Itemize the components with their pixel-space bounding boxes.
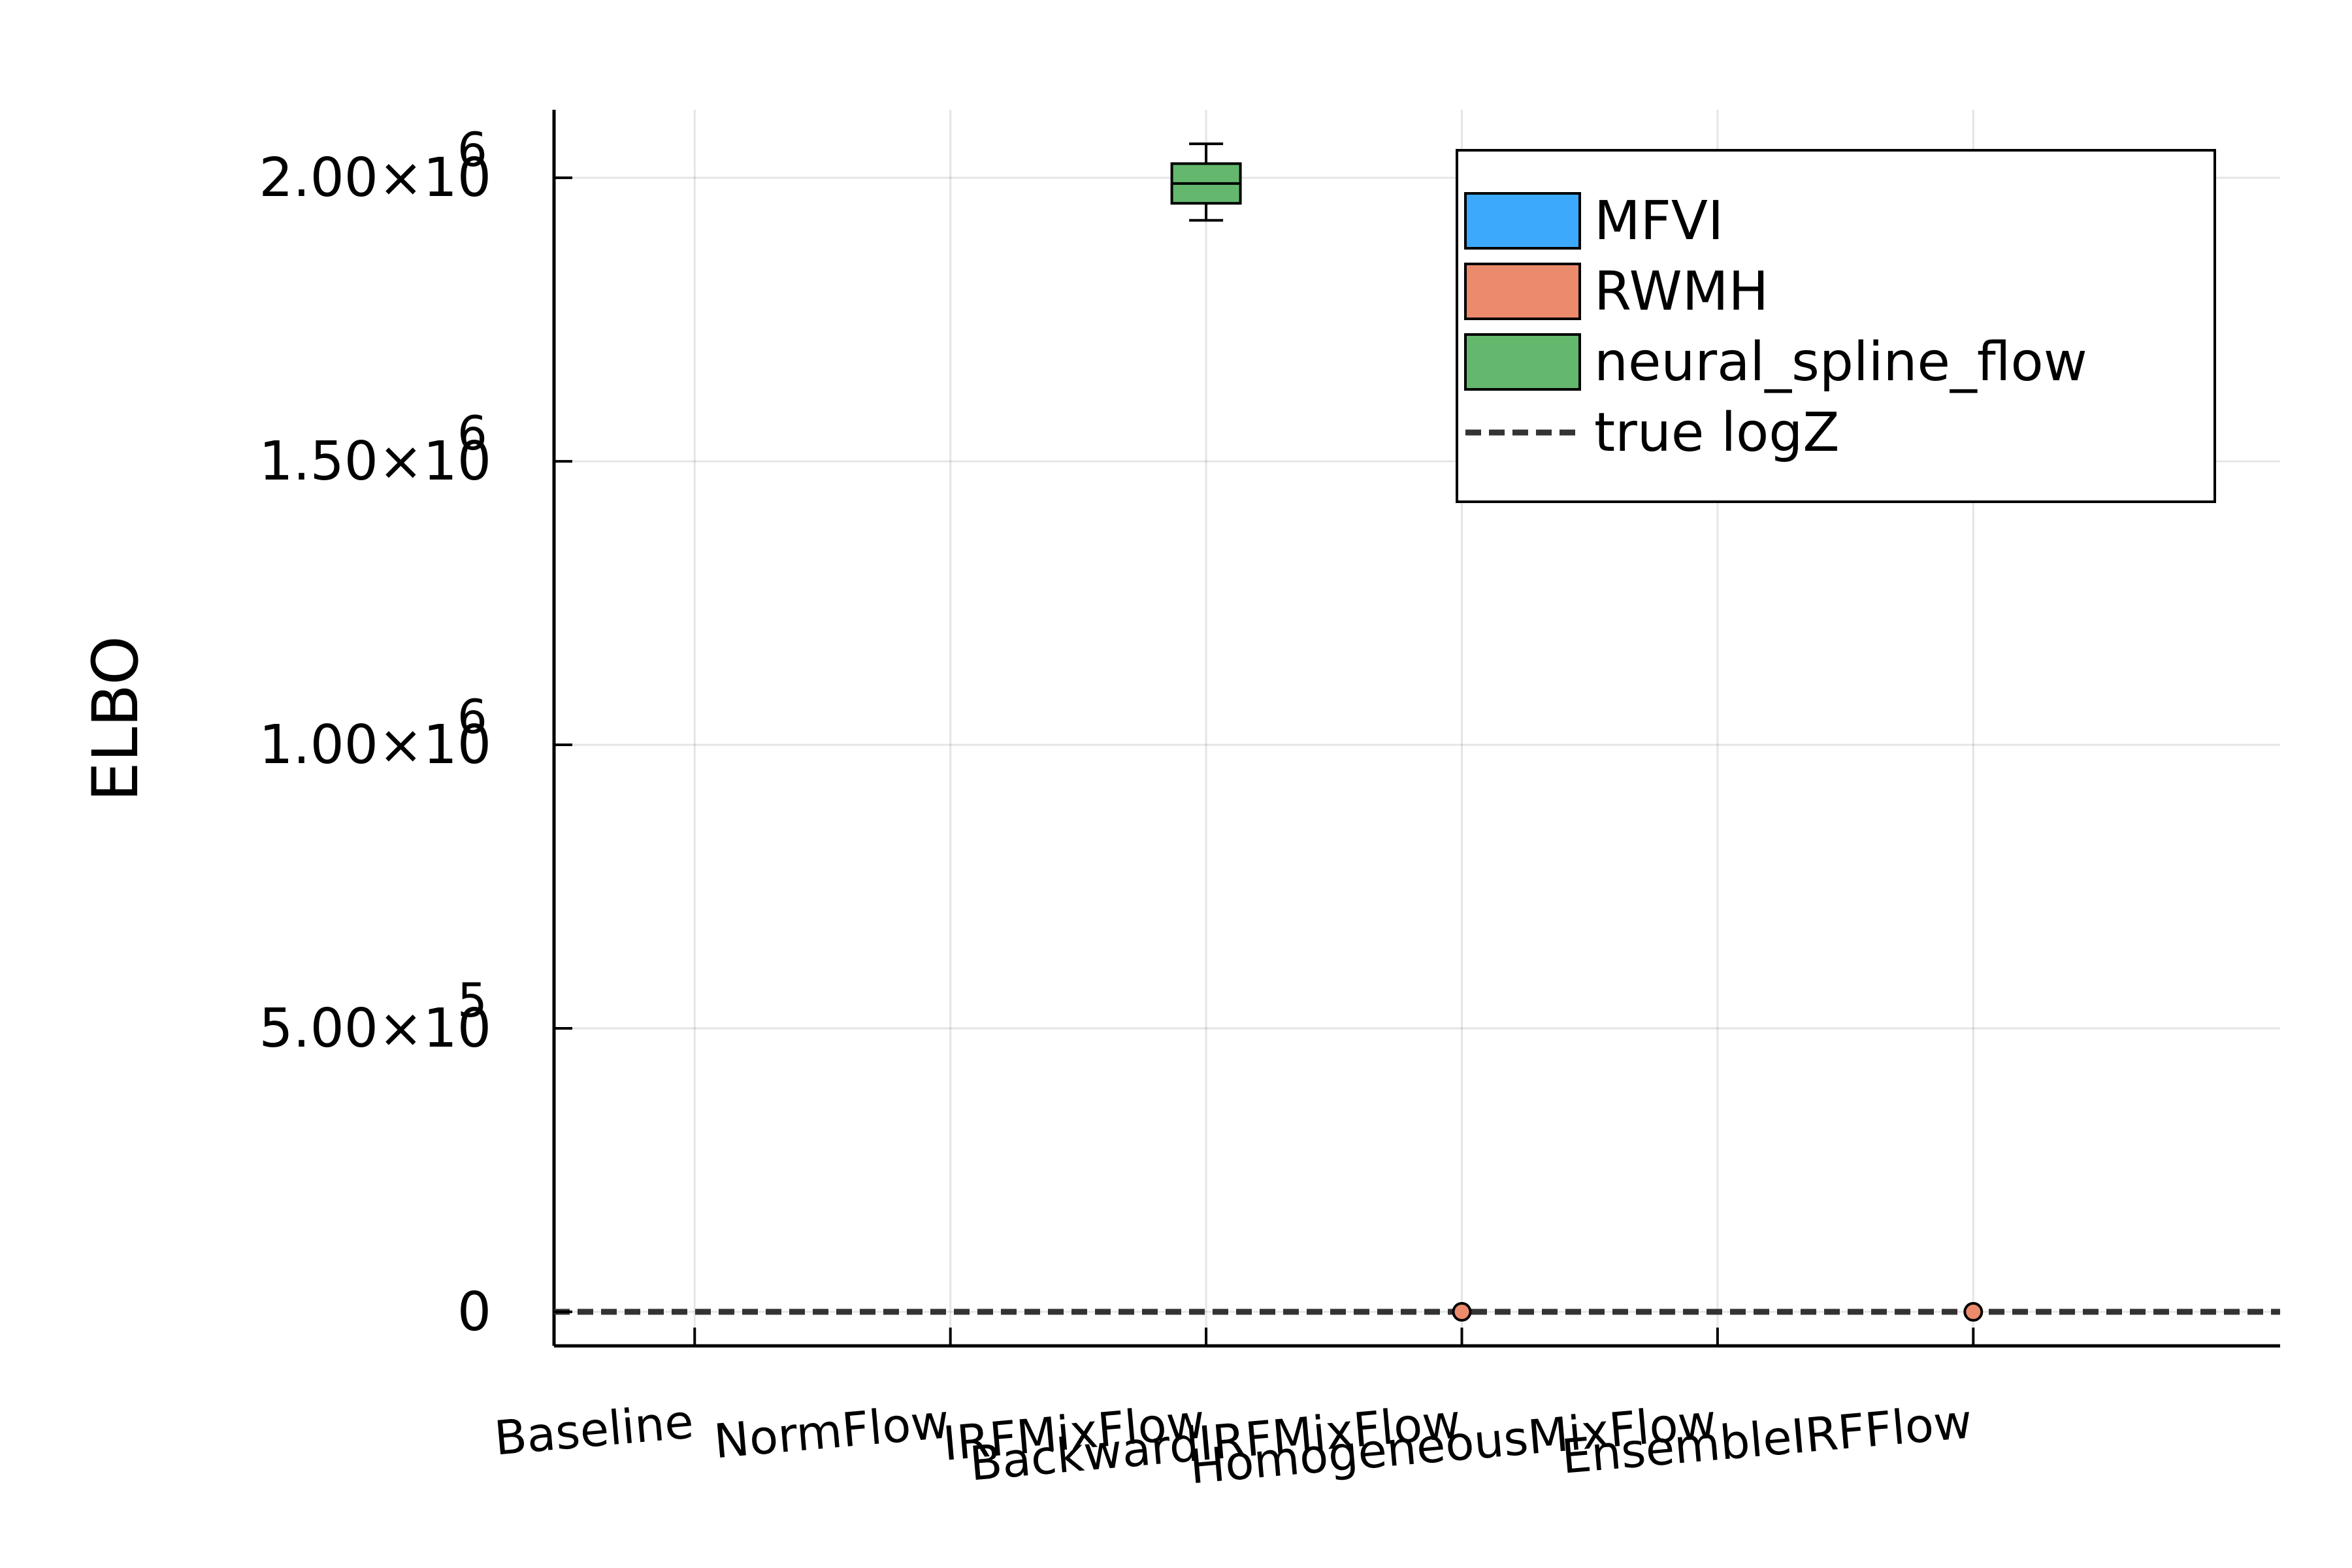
y-tick-exponent: 6 <box>457 122 487 177</box>
y-tick-label: 1.00×10 <box>259 714 491 776</box>
y-tick-exponent: 6 <box>457 689 487 744</box>
x-tick-label: Baseline <box>492 1394 695 1465</box>
y-tick-label: 1.50×10 <box>259 431 491 493</box>
y-tick-label: 5.00×10 <box>259 998 491 1060</box>
y-axis-label: ELBO <box>79 636 152 802</box>
outlier-point <box>1963 1301 1984 1322</box>
y-tick-exponent: 5 <box>457 973 487 1028</box>
legend-frame <box>1456 149 2216 503</box>
outlier-point <box>1452 1301 1472 1322</box>
legend-swatch <box>1464 263 1581 320</box>
legend-label: neural_spline_flow <box>1594 331 2087 393</box>
x-tick-label: NormFlow <box>711 1394 951 1469</box>
legend-swatch <box>1464 333 1581 391</box>
y-tick-exponent: 6 <box>457 406 487 461</box>
legend-label: MFVI <box>1594 190 1723 252</box>
marks-layer <box>554 142 2280 1322</box>
y-tick-label: 0 <box>457 1281 491 1343</box>
legend-label: RWMH <box>1594 261 1769 323</box>
legend-swatch <box>1464 192 1581 250</box>
axes-layer <box>552 110 2280 1348</box>
y-tick-label: 2.00×10 <box>259 147 491 209</box>
legend-label: true logZ <box>1594 402 1840 464</box>
